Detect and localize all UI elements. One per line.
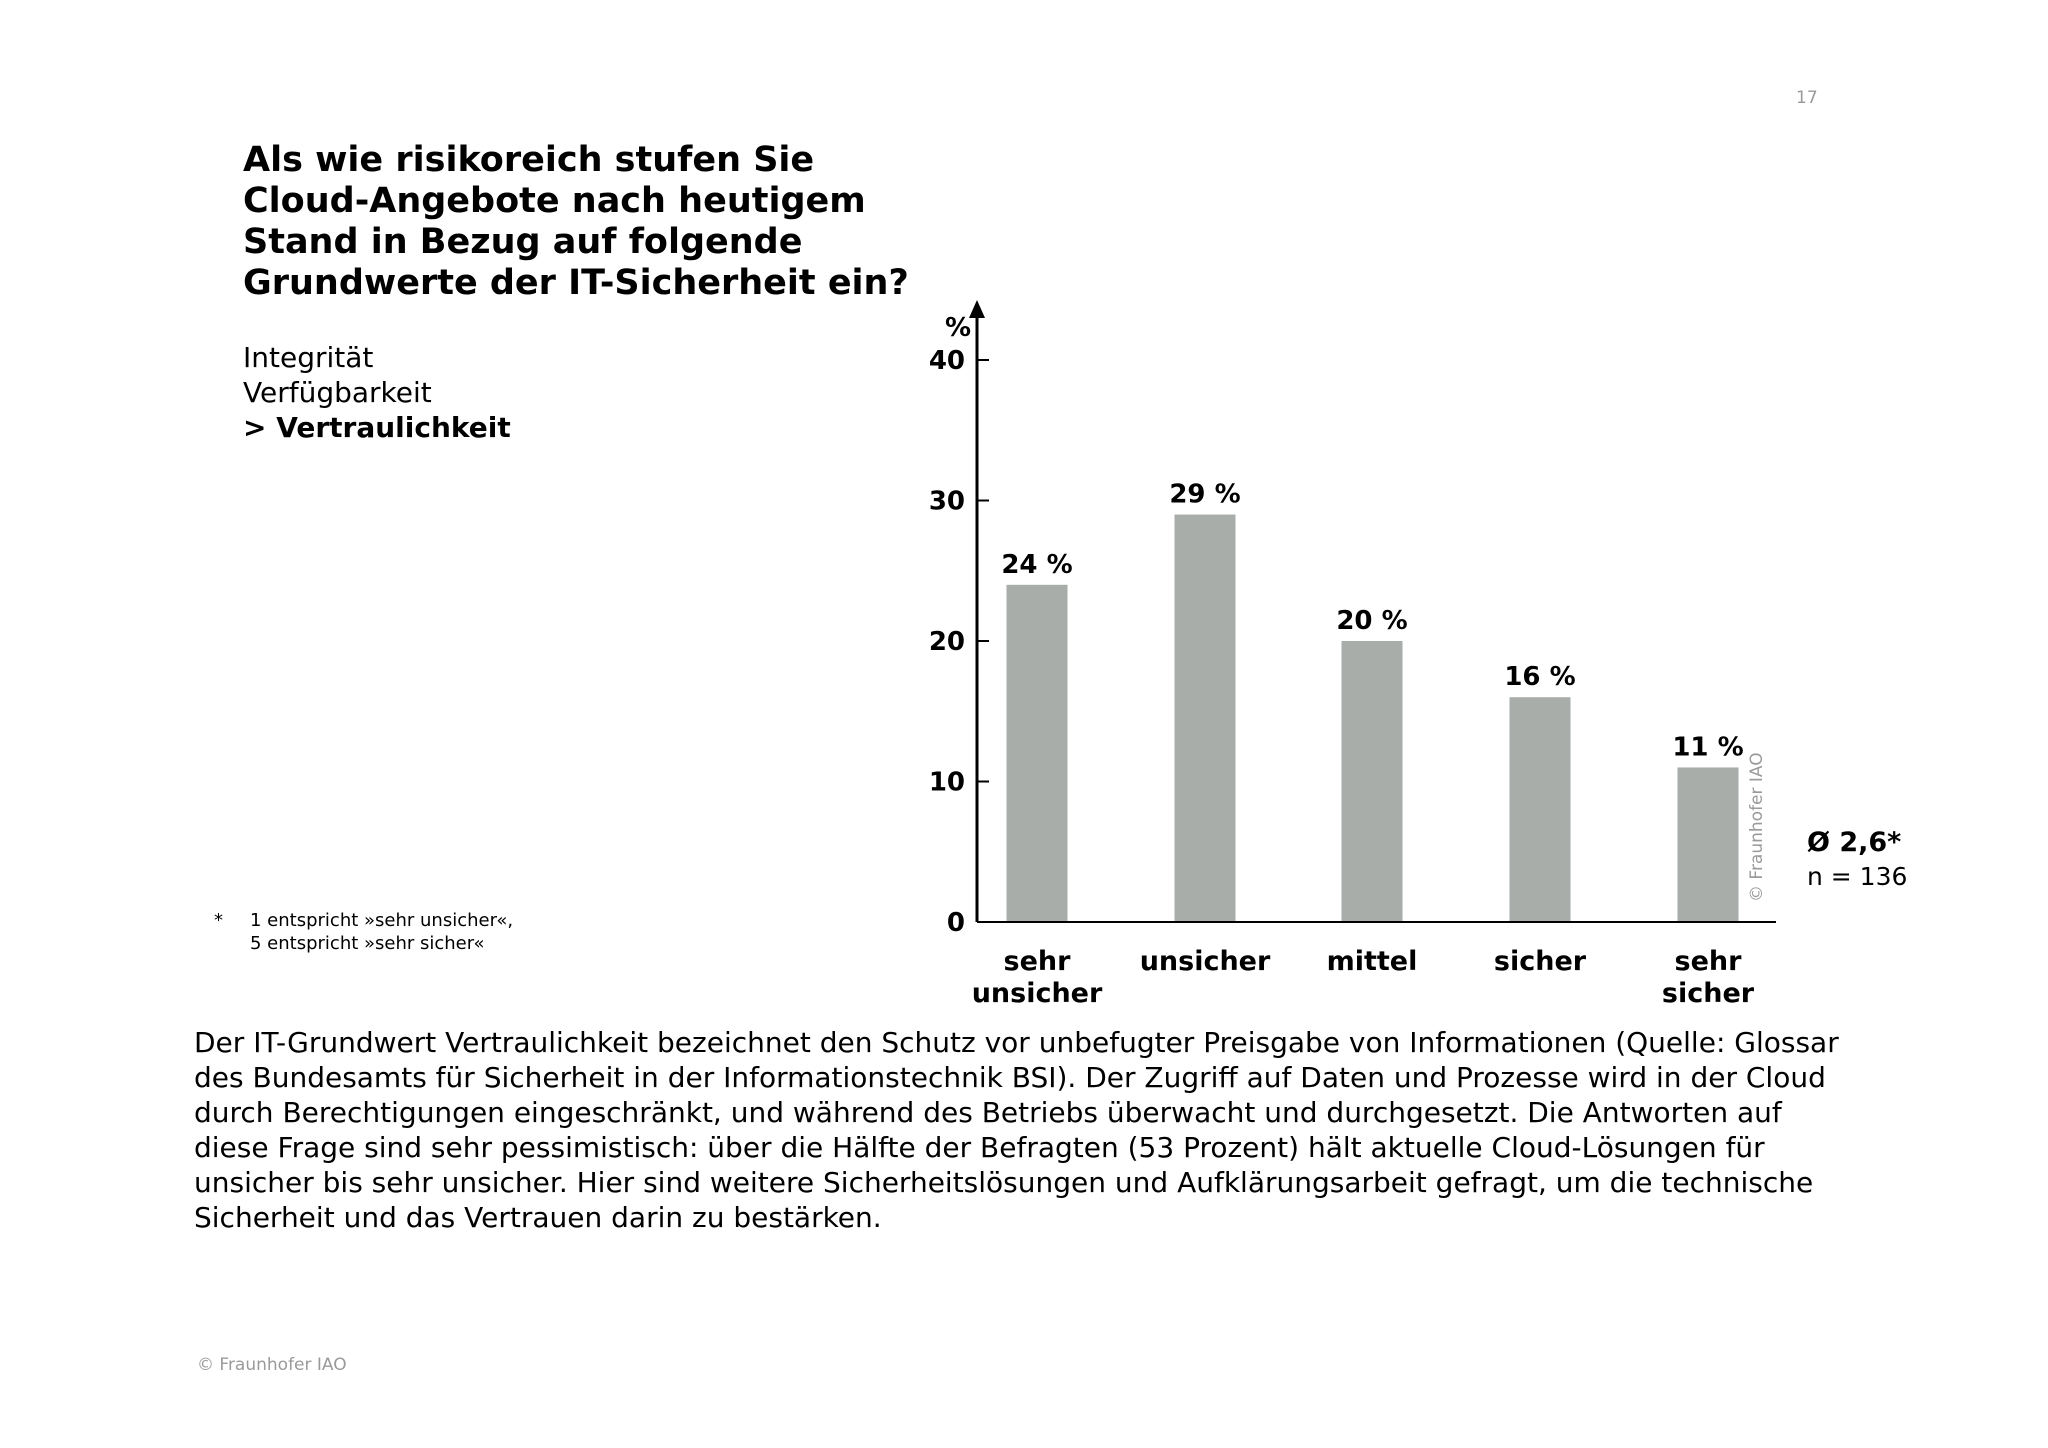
footnote-line-2: 5 entspricht »sehr sicher« [250,933,485,954]
footnote-marker: * [214,910,223,931]
y-tick-label-40: 40 [929,346,965,376]
footnote-line-1: 1 entspricht »sehr unsicher«, [250,910,514,931]
chart-value-labels: 24 % 29 % 20 % 16 % 11 % [1001,480,1743,763]
y-axis-arrow [969,300,985,318]
page-number: 17 [1796,88,1818,108]
value-label-1: 24 % [1001,550,1072,580]
category-label-1-line-1: sehr [1004,946,1072,977]
value-availability: Verfügbarkeit [243,376,432,409]
y-tick-label-0: 0 [947,908,965,938]
chart-watermark: © Fraunhofer IAO [1747,752,1767,902]
bar-2 [1174,514,1236,922]
copyright: © Fraunhofer IAO [197,1355,347,1375]
category-label-4: sicher [1494,946,1587,977]
bar-1 [1006,584,1068,922]
value-confidentiality-selected: > Vertraulichkeit [243,411,511,444]
category-label-3: mittel [1327,946,1418,977]
y-tick-label-10: 10 [929,768,965,798]
chart-axes [969,300,1776,923]
security-values-list: Integrität Verfügbarkeit > Vertraulichke… [243,340,511,445]
category-label-1-line-2: unsicher [972,978,1103,1009]
value-label-5: 11 % [1672,732,1743,762]
sample-size: n = 136 [1807,862,1908,891]
chart-bars [1006,514,1739,922]
category-label-5-line-1: sehr [1675,946,1743,977]
value-integrity: Integrität [243,341,374,374]
y-tick-label-30: 30 [929,487,965,517]
category-label-2: unsicher [1140,946,1271,977]
average-score: Ø 2,6* [1807,827,1902,858]
value-label-3: 20 % [1336,606,1407,636]
value-label-2: 29 % [1169,480,1240,510]
chart-ticks: 0 10 20 30 40 [929,346,989,938]
y-tick-label-20: 20 [929,627,965,657]
bar-3 [1341,641,1403,922]
survey-question: Als wie risikoreich stufen Sie Cloud-Ang… [243,140,909,303]
y-axis-label: % [945,313,971,343]
bar-4 [1509,697,1571,922]
description-text: Der IT-Grundwert Vertraulichkeit bezeich… [194,1026,1839,1234]
bar-5 [1677,767,1739,922]
value-label-4: 16 % [1504,662,1575,692]
category-label-5-line-2: sicher [1662,978,1755,1009]
